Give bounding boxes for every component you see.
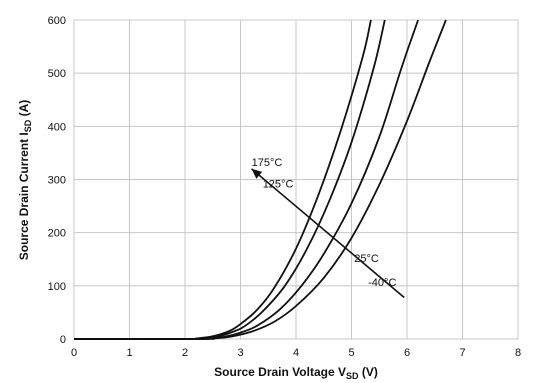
- x-tick-label: 6: [404, 347, 410, 359]
- grid: [73, 19, 519, 340]
- arrow-head: [251, 168, 263, 179]
- x-tick-label: 1: [126, 347, 132, 359]
- series-curves: [73, 19, 447, 340]
- x-tick-labels: 0 1 2 3 4 5 6 7 8: [71, 347, 521, 359]
- x-tick-label: 5: [348, 347, 354, 359]
- series-line: [73, 19, 447, 340]
- temperature-arrow: [251, 168, 405, 299]
- y-axis-title: Source Drain Current ISD (A): [17, 100, 33, 261]
- y-tick-label: 0: [60, 334, 66, 346]
- x-tick-label: 2: [182, 347, 188, 359]
- x-axis-title: Source Drain Voltage VSD (V): [214, 365, 378, 381]
- y-tick-label: 400: [48, 121, 66, 133]
- x-tick-label: 4: [293, 347, 299, 359]
- x-tick-label: 8: [515, 347, 521, 359]
- x-tick-label: 3: [237, 347, 243, 359]
- temperature-label: 125°C: [263, 178, 294, 190]
- temperature-label: 25°C: [354, 253, 379, 265]
- y-tick-label: 100: [48, 281, 66, 293]
- arrow-shaft: [251, 168, 405, 299]
- temperature-label: 175°C: [252, 157, 283, 169]
- y-tick-label: 200: [48, 228, 66, 240]
- y-tick-labels: 0 100 200 300 400 500 600: [48, 15, 66, 346]
- y-tick-label: 300: [48, 175, 66, 187]
- temperature-labels: 175°C 125°C 25°C -40°C: [252, 157, 397, 289]
- x-tick-label: 0: [71, 347, 77, 359]
- temperature-label: -40°C: [368, 277, 396, 289]
- y-tick-label: 600: [48, 15, 66, 27]
- y-tick-label: 500: [48, 68, 66, 80]
- x-tick-label: 7: [459, 347, 465, 359]
